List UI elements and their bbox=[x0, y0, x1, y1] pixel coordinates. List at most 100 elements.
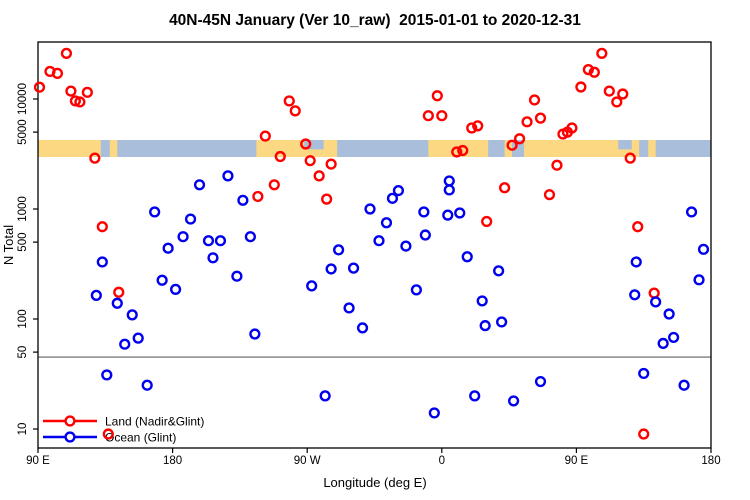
data-point bbox=[51, 67, 64, 79]
data-point bbox=[162, 242, 174, 254]
data-point bbox=[202, 235, 215, 247]
data-point bbox=[436, 110, 448, 122]
x-tick-label: 90 E bbox=[26, 455, 50, 467]
data-point bbox=[410, 284, 422, 296]
data-point bbox=[629, 289, 641, 301]
data-point bbox=[96, 221, 108, 233]
data-point bbox=[283, 95, 295, 107]
data-point bbox=[325, 158, 337, 170]
data-point bbox=[507, 395, 520, 407]
data-point bbox=[476, 295, 488, 307]
data-point bbox=[156, 274, 168, 286]
data-point bbox=[528, 94, 541, 106]
data-point bbox=[657, 337, 669, 350]
land-ocean-strip bbox=[38, 140, 711, 157]
data-point bbox=[648, 287, 660, 299]
data-point bbox=[469, 390, 481, 402]
data-point bbox=[534, 375, 547, 388]
data-point bbox=[650, 296, 662, 308]
data-point bbox=[557, 128, 569, 140]
legend-land-marker bbox=[64, 415, 76, 427]
data-point bbox=[442, 209, 454, 221]
data-point bbox=[481, 215, 493, 228]
data-point bbox=[697, 243, 710, 255]
chart-title: 40N-45N January (Ver 10_raw) 2015-01-01 … bbox=[169, 12, 581, 29]
data-point bbox=[259, 130, 271, 142]
data-point bbox=[237, 194, 249, 206]
data-point bbox=[325, 263, 337, 275]
data-point bbox=[624, 152, 636, 164]
data-point bbox=[89, 152, 101, 164]
data-point bbox=[347, 262, 360, 274]
legend: Land (Nadir&Glint) Ocean (Glint) bbox=[43, 415, 204, 445]
data-point bbox=[506, 139, 518, 151]
data-point bbox=[132, 332, 144, 344]
y-axis-title: N Total bbox=[1, 225, 16, 265]
data-point bbox=[603, 85, 615, 97]
data-point bbox=[543, 189, 556, 201]
data-point bbox=[289, 105, 301, 117]
data-point bbox=[69, 95, 81, 107]
data-point bbox=[685, 206, 698, 218]
data-point bbox=[400, 240, 412, 252]
data-point bbox=[428, 407, 440, 419]
axis-tick-marks bbox=[33, 98, 712, 453]
data-point bbox=[419, 229, 431, 241]
data-point bbox=[443, 175, 455, 187]
data-point bbox=[249, 328, 261, 340]
data-point bbox=[678, 379, 690, 391]
data-point bbox=[386, 192, 399, 204]
data-point bbox=[431, 90, 443, 102]
data-point bbox=[611, 96, 623, 108]
data-point bbox=[392, 184, 405, 197]
data-point bbox=[521, 116, 533, 128]
data-point bbox=[141, 379, 153, 391]
data-point bbox=[214, 235, 227, 247]
data-point bbox=[268, 179, 280, 191]
y-tick-label: 1000 bbox=[17, 196, 29, 222]
data-point bbox=[575, 81, 587, 93]
y-tick-label: 5000 bbox=[17, 119, 29, 145]
x-axis-tick-labels: 90 E 180 90 W 0 90 E 180 bbox=[26, 455, 720, 467]
data-point bbox=[422, 110, 434, 122]
data-point bbox=[472, 120, 484, 132]
data-point bbox=[306, 280, 318, 292]
data-point bbox=[617, 88, 629, 100]
y-tick-label: 10000 bbox=[17, 83, 29, 115]
x-axis-title: Longitude (deg E) bbox=[323, 475, 426, 490]
data-point bbox=[177, 231, 189, 243]
data-point bbox=[193, 179, 206, 191]
data-point bbox=[74, 96, 86, 108]
data-point bbox=[184, 213, 197, 225]
data-point bbox=[119, 338, 131, 350]
data-point bbox=[551, 159, 563, 171]
data-point bbox=[101, 369, 113, 381]
data-point bbox=[244, 231, 256, 243]
data-point bbox=[638, 367, 650, 380]
data-point bbox=[454, 207, 466, 219]
data-point bbox=[479, 320, 491, 332]
data-point bbox=[113, 286, 125, 298]
y-axis-tick-labels: 10 50 100 500 1000 5000 10000 bbox=[17, 83, 29, 435]
data-point bbox=[499, 182, 511, 194]
data-point bbox=[632, 221, 644, 233]
data-point bbox=[493, 265, 505, 277]
data-points bbox=[33, 47, 710, 440]
data-point bbox=[588, 66, 600, 78]
data-point bbox=[582, 64, 594, 76]
data-point bbox=[321, 193, 333, 205]
data-point bbox=[418, 206, 430, 218]
data-point bbox=[461, 251, 473, 263]
data-point bbox=[496, 316, 508, 328]
data-point bbox=[96, 256, 108, 268]
data-point bbox=[333, 244, 345, 256]
data-point bbox=[111, 297, 123, 309]
legend-ocean-marker bbox=[64, 431, 76, 443]
data-point bbox=[638, 428, 650, 440]
legend-ocean-label: Ocean (Glint) bbox=[105, 431, 176, 445]
data-point bbox=[81, 86, 93, 98]
plot-frame bbox=[37, 41, 712, 449]
data-point bbox=[60, 47, 73, 59]
data-point bbox=[149, 206, 161, 218]
